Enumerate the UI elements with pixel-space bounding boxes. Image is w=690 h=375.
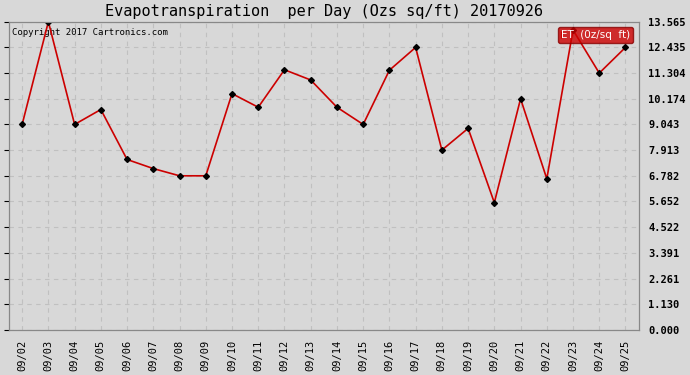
Text: Copyright 2017 Cartronics.com: Copyright 2017 Cartronics.com — [12, 28, 168, 37]
Title: Evapotranspiration  per Day (Ozs sq/ft) 20170926: Evapotranspiration per Day (Ozs sq/ft) 2… — [105, 4, 543, 19]
Legend: ET  (0z/sq  ft): ET (0z/sq ft) — [558, 27, 633, 43]
